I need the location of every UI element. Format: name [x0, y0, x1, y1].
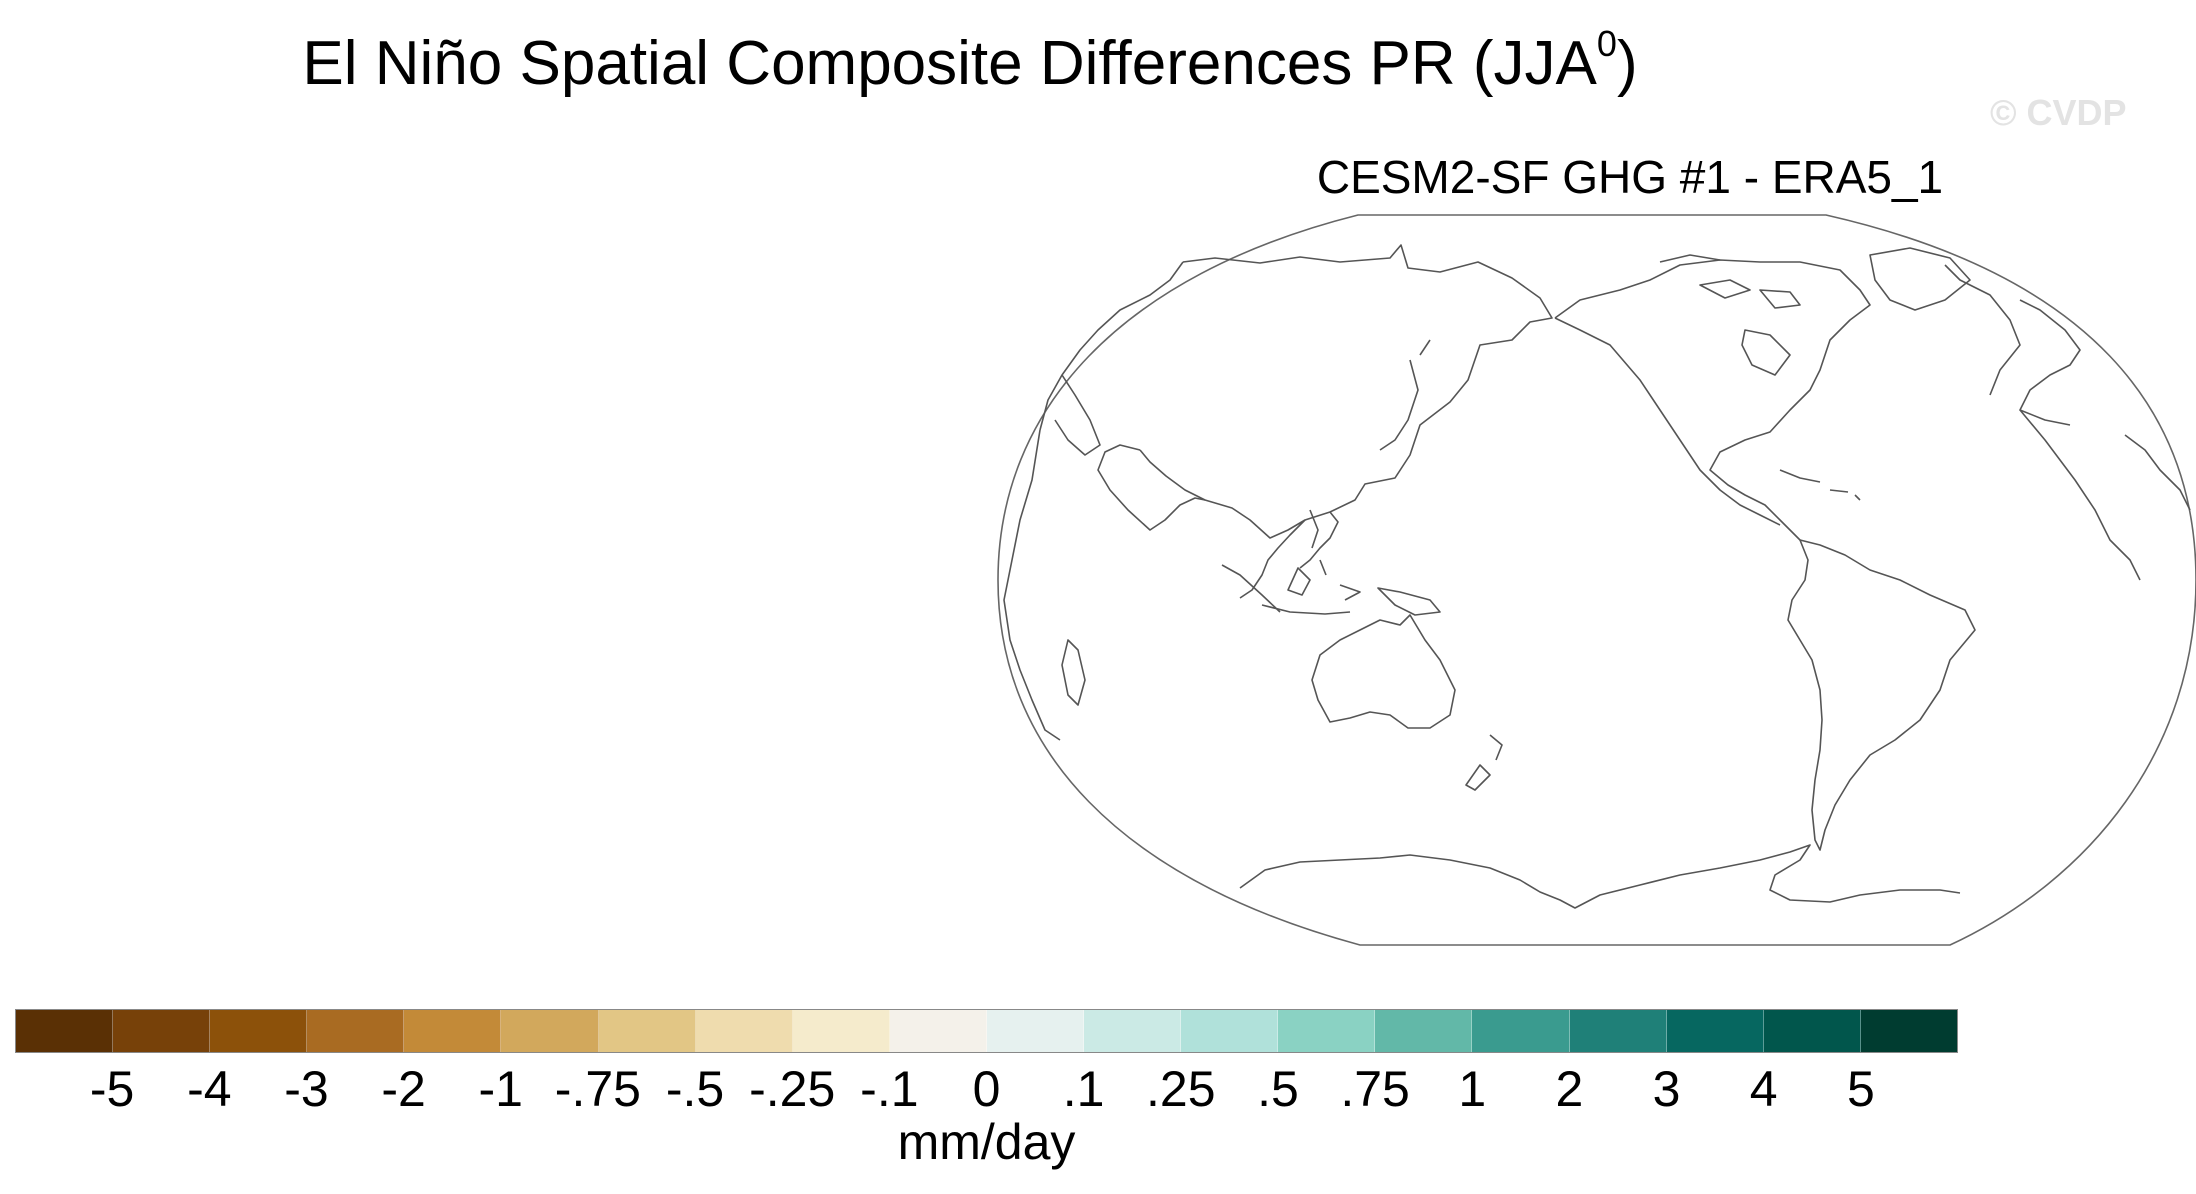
colorbar-swatch: [1763, 1010, 1861, 1052]
colorbar-tick-label: .75: [1340, 1061, 1410, 1117]
coast-japan: [1379, 339, 1431, 451]
colorbar-swatch: [1278, 1010, 1376, 1052]
plot-title: El Niño Spatial Composite Differences PR…: [0, 26, 1940, 99]
colorbar-tick-label: -1: [478, 1061, 523, 1117]
coast-philippines: [1309, 509, 1327, 576]
colorbar-tick-label: .1: [1062, 1061, 1105, 1117]
panel-subtitle: CESM2-SF GHG #1 - ERA5_1: [1316, 151, 1944, 203]
colorbar-tick-label: -.75: [554, 1061, 641, 1117]
colorbar-swatch: [986, 1010, 1085, 1052]
coast-africa-east: [1003, 429, 1061, 741]
colorbar-swatch: [501, 1010, 599, 1052]
colorbar-swatch: [1860, 1010, 1957, 1052]
colorbar-tick-label: -.1: [860, 1061, 919, 1117]
colorbar-swatch: [404, 1010, 502, 1052]
coast-antarctica: [1239, 844, 1961, 909]
colorbar-swatch: [210, 1010, 308, 1052]
coast-arabia: [1054, 374, 1101, 456]
colorbar-swatch: [792, 1010, 890, 1052]
map-boundary: [997, 214, 2196, 946]
plot-title-close: ): [1616, 29, 1638, 98]
cvdp-watermark: © CVDP: [1990, 92, 2127, 133]
colorbar-swatch: [1375, 1010, 1473, 1052]
coast-maritime-continent: [1221, 564, 1441, 616]
coast-madagascar: [1061, 639, 1086, 706]
colorbar-swatch: [307, 1010, 405, 1052]
coast-east-asia-detail: [1239, 511, 1339, 599]
colorbar: [15, 1009, 1958, 1053]
colorbar-units: mm/day: [897, 1114, 1076, 1170]
coast-hudson-bay: [1741, 329, 1791, 376]
colorbar-tick-label: 5: [1846, 1061, 1875, 1117]
colorbar-tick-label: 3: [1652, 1061, 1681, 1117]
colorbar-tick-label: -5: [89, 1061, 135, 1117]
colorbar-tick-label: -2: [381, 1061, 426, 1117]
colorbar-swatch: [113, 1010, 211, 1052]
colorbar-swatch: [1084, 1010, 1182, 1052]
colorbar-swatch: [889, 1010, 987, 1052]
coast-arctic-islands: [1659, 254, 1801, 309]
colorbar-swatch: [1472, 1010, 1570, 1052]
colorbar-tick-label: 4: [1749, 1061, 1778, 1117]
coast-caribbean: [1779, 469, 1861, 501]
plot-title-text: El Niño Spatial Composite Differences PR…: [302, 29, 1597, 98]
coast-europe-west: [1039, 261, 1184, 431]
coast-north-america: [1554, 259, 1871, 541]
colorbar-swatch: [1569, 1010, 1667, 1052]
colorbar-swatch: [1181, 1010, 1279, 1052]
colorbar-tick-label: -4: [187, 1061, 232, 1117]
colorbar-tick-label: 0: [972, 1061, 1001, 1117]
coast-europe-north: [1944, 264, 2081, 426]
colorbar-swatch: [598, 1010, 696, 1052]
coast-africa-west: [2019, 409, 2191, 581]
coast-north-america-west: [1554, 317, 1781, 526]
colorbar-tick-label: .25: [1146, 1061, 1216, 1117]
plot-title-superscript: 0: [1596, 23, 1617, 64]
colorbar-swatch: [1666, 1010, 1764, 1052]
colorbar-ticks: -5 -4 -3 -2 -1 -.75 -.5 -.25 -.1 0 .1 .25 .5 .75 1 2 3 4 5: [15, 1060, 1958, 1120]
colorbar-tick-label: 2: [1555, 1061, 1584, 1117]
colorbar-tick-label: -3: [284, 1061, 329, 1117]
colorbar-swatch: [695, 1010, 793, 1052]
colorbar-tick-label: -.5: [665, 1061, 725, 1117]
coast-india: [1097, 444, 1206, 531]
colorbar-tick-label: .5: [1257, 1061, 1299, 1117]
colorbar-tick-label: -.25: [749, 1061, 836, 1117]
coast-new-zealand: [1465, 734, 1503, 791]
colorbar-tick-label: 1: [1458, 1061, 1487, 1117]
coast-australia: [1311, 614, 1456, 729]
coast-asia: [1139, 244, 1553, 539]
coast-south-america: [1787, 539, 1976, 851]
colorbar-swatch: [16, 1010, 114, 1052]
coast-greenland: [1869, 247, 1971, 311]
